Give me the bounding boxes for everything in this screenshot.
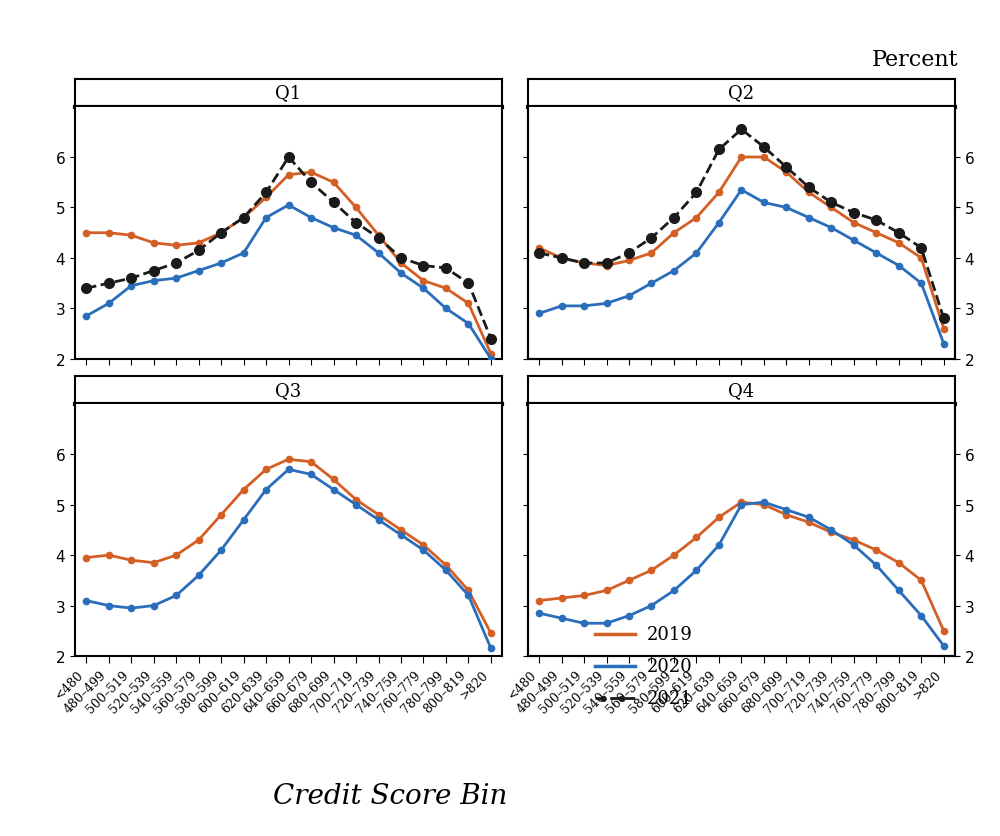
Text: Q4: Q4 [728,381,754,400]
Text: Q2: Q2 [728,84,754,103]
Text: ●: ● [599,694,607,702]
Text: Q1: Q1 [275,84,302,103]
Text: Credit Score Bin: Credit Score Bin [273,782,507,808]
Text: Percent: Percent [871,49,958,71]
Text: 2019: 2019 [647,625,693,644]
Text: Q3: Q3 [275,381,302,400]
Text: 2020: 2020 [647,657,693,675]
Text: ●: ● [617,694,625,702]
Text: 2021: 2021 [647,689,693,707]
